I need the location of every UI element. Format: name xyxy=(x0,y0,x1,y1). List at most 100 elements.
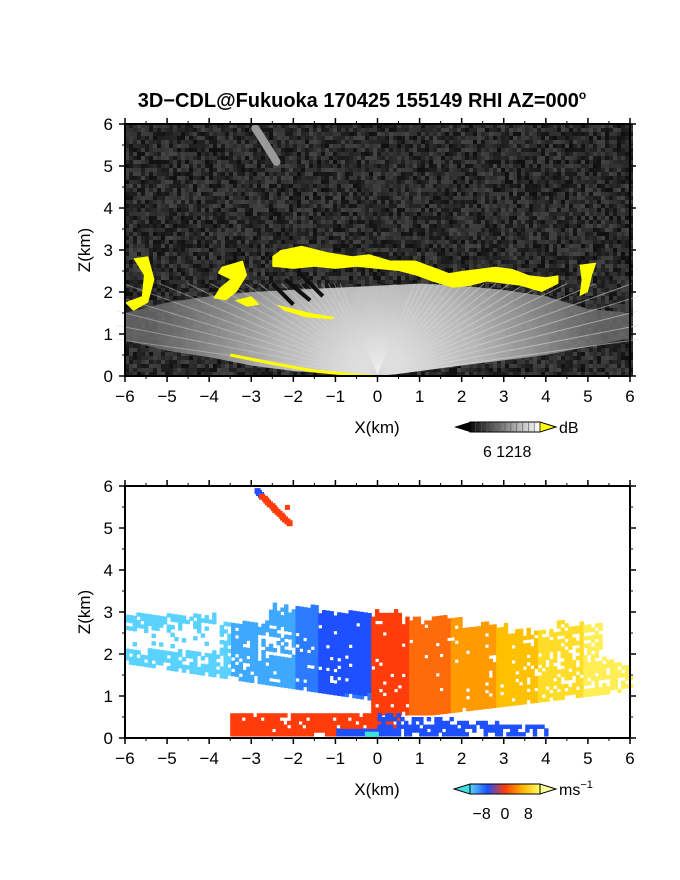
noise-cell xyxy=(353,240,357,244)
noise-cell xyxy=(225,228,229,232)
noise-cell xyxy=(281,152,285,156)
noise-cell xyxy=(389,164,393,168)
noise-cell xyxy=(425,212,429,216)
noise-cell xyxy=(617,180,621,184)
noise-cell xyxy=(341,204,345,208)
noise-cell xyxy=(297,148,301,152)
noise-cell xyxy=(481,260,485,264)
noise-cell xyxy=(257,184,261,188)
noise-cell xyxy=(473,232,477,236)
noise-cell xyxy=(209,244,213,248)
noise-cell xyxy=(265,240,269,244)
noise-cell xyxy=(533,268,537,272)
noise-cell xyxy=(137,148,141,152)
noise-cell xyxy=(437,140,441,144)
noise-cell xyxy=(237,232,241,236)
noise-cell xyxy=(421,260,425,264)
noise-cell xyxy=(453,144,457,148)
noise-cell xyxy=(545,224,549,228)
noise-cell xyxy=(265,224,269,228)
noise-cell xyxy=(309,272,313,276)
noise-cell xyxy=(525,256,529,260)
noise-cell xyxy=(437,152,441,156)
noise-cell xyxy=(305,160,309,164)
noise-cell xyxy=(257,260,261,264)
noise-cell xyxy=(193,264,197,268)
noise-cell xyxy=(357,168,361,172)
noise-cell xyxy=(333,192,337,196)
noise-cell xyxy=(609,200,613,204)
noise-cell xyxy=(529,240,533,244)
noise-cell xyxy=(365,148,369,152)
noise-cell xyxy=(133,252,137,256)
noise-cell xyxy=(453,200,457,204)
noise-cell xyxy=(617,252,621,256)
noise-cell xyxy=(537,260,541,264)
noise-cell xyxy=(625,136,629,140)
noise-cell xyxy=(401,252,405,256)
noise-cell xyxy=(529,224,533,228)
noise-cell xyxy=(237,176,241,180)
noise-cell xyxy=(625,264,629,268)
noise-cell xyxy=(357,180,361,184)
noise-cell xyxy=(405,152,409,156)
noise-cell xyxy=(537,188,541,192)
noise-cell xyxy=(585,224,589,228)
noise-cell xyxy=(565,252,569,256)
noise-cell xyxy=(497,208,501,212)
noise-cell xyxy=(473,216,477,220)
noise-cell xyxy=(201,208,205,212)
noise-cell xyxy=(529,156,533,160)
noise-cell xyxy=(477,188,481,192)
noise-cell xyxy=(505,224,509,228)
noise-cell xyxy=(301,172,305,176)
noise-cell xyxy=(477,240,481,244)
noise-cell xyxy=(493,244,497,248)
noise-cell xyxy=(233,184,237,188)
noise-cell xyxy=(369,184,373,188)
noise-cell xyxy=(389,136,393,140)
noise-cell xyxy=(417,228,421,232)
noise-cell xyxy=(593,208,597,212)
noise-cell xyxy=(609,272,613,276)
noise-cell xyxy=(481,220,485,224)
noise-cell xyxy=(589,156,593,160)
noise-cell xyxy=(189,220,193,224)
noise-cell xyxy=(321,152,325,156)
noise-cell xyxy=(257,204,261,208)
noise-cell xyxy=(257,216,261,220)
noise-cell xyxy=(229,168,233,172)
noise-cell xyxy=(533,148,537,152)
noise-cell xyxy=(465,232,469,236)
noise-cell xyxy=(193,172,197,176)
noise-cell xyxy=(585,148,589,152)
noise-cell xyxy=(133,176,137,180)
noise-cell xyxy=(345,252,349,256)
noise-cell xyxy=(345,124,349,128)
noise-cell xyxy=(405,136,409,140)
noise-cell xyxy=(221,236,225,240)
noise-cell xyxy=(289,268,293,272)
noise-cell xyxy=(245,172,249,176)
noise-cell xyxy=(409,132,413,136)
noise-cell xyxy=(165,136,169,140)
noise-cell xyxy=(369,172,373,176)
noise-cell xyxy=(153,244,157,248)
noise-cell xyxy=(613,136,617,140)
noise-cell xyxy=(501,156,505,160)
noise-cell xyxy=(469,200,473,204)
noise-cell xyxy=(137,200,141,204)
noise-cell xyxy=(197,196,201,200)
noise-cell xyxy=(425,140,429,144)
noise-cell xyxy=(449,232,453,236)
noise-cell xyxy=(577,204,581,208)
noise-cell xyxy=(221,248,225,252)
noise-cell xyxy=(409,236,413,240)
noise-cell xyxy=(333,268,337,272)
noise-cell xyxy=(389,152,393,156)
noise-cell xyxy=(449,240,453,244)
noise-cell xyxy=(245,212,249,216)
noise-cell xyxy=(213,164,217,168)
noise-cell xyxy=(601,124,605,128)
noise-cell xyxy=(329,128,333,132)
